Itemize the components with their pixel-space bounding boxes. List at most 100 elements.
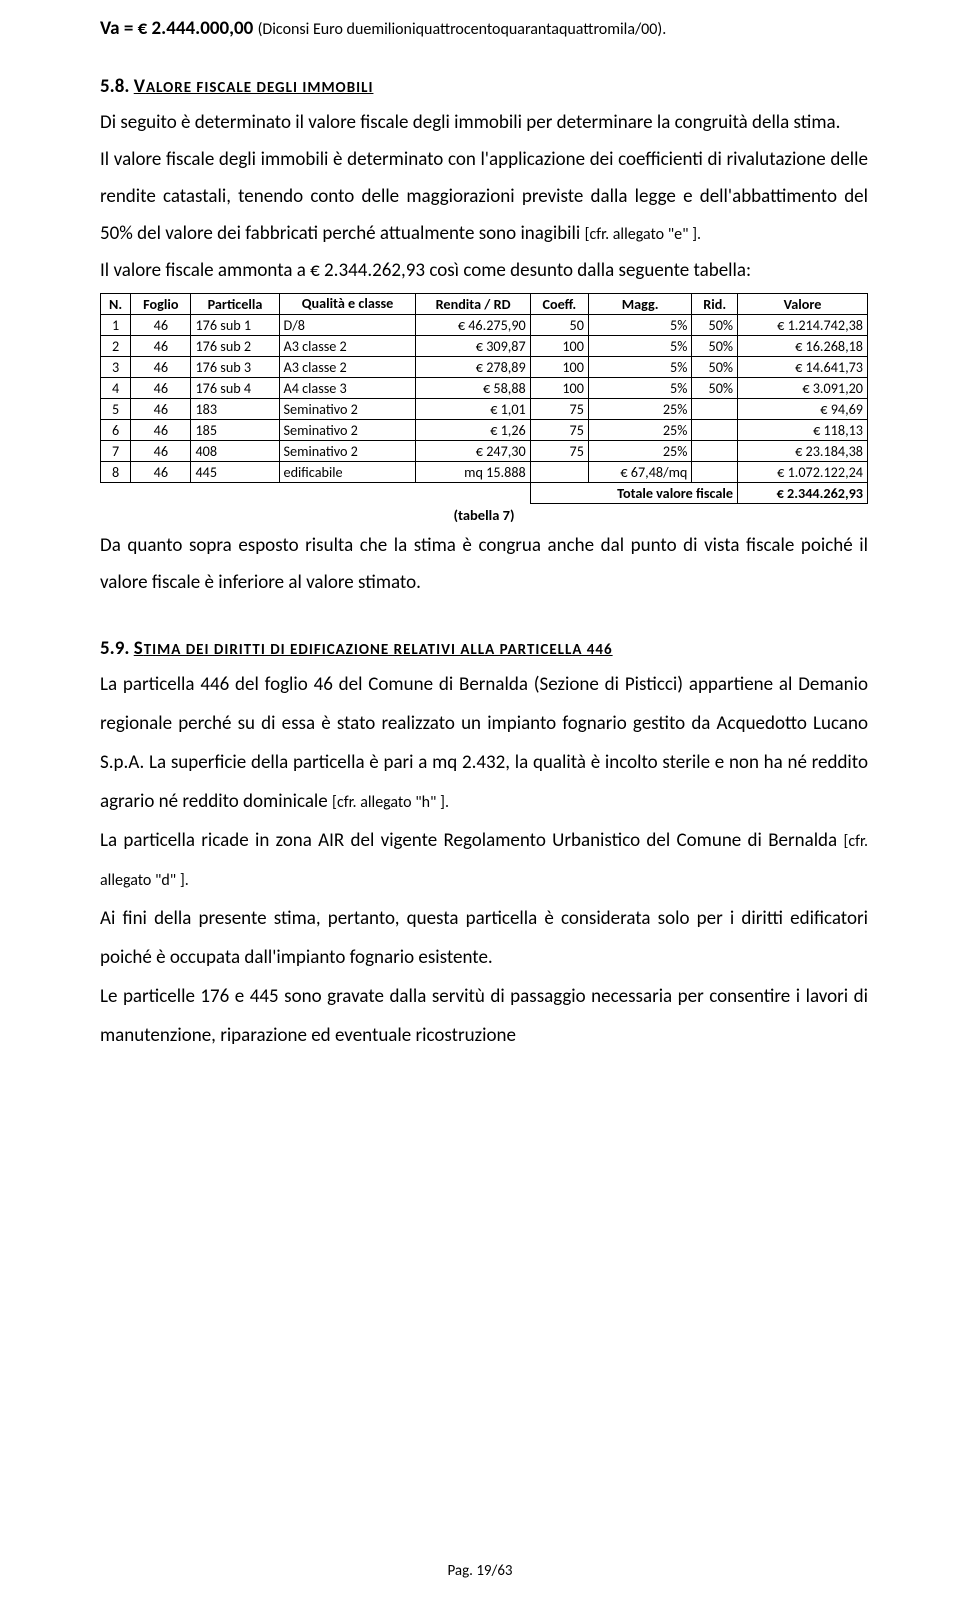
table-row: 346176 sub 3A3 classe 2€ 278,891005%50%€…	[101, 357, 868, 378]
th-rid: Rid.	[692, 294, 738, 315]
p6-note: [cfr. allegato "h" ].	[332, 793, 449, 812]
table-cell: 50%	[692, 315, 738, 336]
table-cell: mq 15.888	[416, 462, 530, 483]
table-cell: € 67,48/mq	[588, 462, 691, 483]
sec-num: 5.9.	[100, 637, 134, 660]
table-cell: 1	[101, 315, 131, 336]
section-5-9-header: 5.9. STIMA DEI DIRITTI DI EDIFICAZIONE R…	[100, 637, 868, 660]
table-cell: 2	[101, 336, 131, 357]
table-cell: 176 sub 1	[191, 315, 279, 336]
table-cell	[692, 399, 738, 420]
table-cell: A3 classe 2	[279, 357, 416, 378]
table-cell: 100	[530, 357, 588, 378]
table-caption: (tabella 7)	[100, 506, 868, 524]
table-cell: € 46.275,90	[416, 315, 530, 336]
table-cell	[530, 462, 588, 483]
table-cell: € 23.184,38	[738, 441, 868, 462]
table-cell: 183	[191, 399, 279, 420]
p6-text: La particella 446 del foglio 46 del Comu…	[100, 673, 868, 813]
sec-title-first: S	[134, 637, 144, 660]
table-row: 846445edificabilemq 15.888€ 67,48/mq€ 1.…	[101, 462, 868, 483]
table-cell: Seminativo 2	[279, 420, 416, 441]
p-intro-fiscale: Di seguito è determinato il valore fisca…	[100, 104, 868, 141]
va-value: Va = € 2.444.000,00	[100, 17, 258, 40]
table-cell: 445	[191, 462, 279, 483]
table-cell: 6	[101, 420, 131, 441]
table-cell: 100	[530, 336, 588, 357]
p-congrua: Da quanto sopra esposto risulta che la s…	[100, 527, 868, 601]
table-cell: D/8	[279, 315, 416, 336]
table-cell: € 247,30	[416, 441, 530, 462]
table-cell: 50%	[692, 357, 738, 378]
sec-num: 5.8.	[100, 75, 134, 98]
table-cell: 75	[530, 420, 588, 441]
table-cell: € 16.268,18	[738, 336, 868, 357]
table-cell: € 3.091,20	[738, 378, 868, 399]
table-cell: 46	[131, 378, 191, 399]
table-row: 246176 sub 2A3 classe 2€ 309,871005%50%€…	[101, 336, 868, 357]
table-cell: 46	[131, 399, 191, 420]
table-cell: € 118,13	[738, 420, 868, 441]
table-row: 746408Seminativo 2€ 247,307525%€ 23.184,…	[101, 441, 868, 462]
table-cell: 46	[131, 336, 191, 357]
p-diritti-edificatori: Ai fini della presente stima, pertanto, …	[100, 900, 868, 978]
th-magg: Magg.	[588, 294, 691, 315]
table-cell: 46	[131, 315, 191, 336]
p-valore-fiscale-ammonta: Il valore fiscale ammonta a € 2.344.262,…	[100, 252, 868, 289]
table-cell: 50%	[692, 336, 738, 357]
table-row: 646185Seminativo 2€ 1,267525%€ 118,13	[101, 420, 868, 441]
table-cell: 50%	[692, 378, 738, 399]
table-cell: 100	[530, 378, 588, 399]
table-cell: 176 sub 3	[191, 357, 279, 378]
table-row: 446176 sub 4A4 classe 3€ 58,881005%50%€ …	[101, 378, 868, 399]
table-row: 546183Seminativo 2€ 1,017525%€ 94,69	[101, 399, 868, 420]
table-cell: 3	[101, 357, 131, 378]
table-cell	[692, 420, 738, 441]
sec-title-rest: TIMA DEI DIRITTI DI EDIFICAZIONE RELATIV…	[144, 641, 613, 659]
table-cell: 50	[530, 315, 588, 336]
table-cell: 7	[101, 441, 131, 462]
p-particella-446: La particella 446 del foglio 46 del Comu…	[100, 666, 868, 822]
th-n: N.	[101, 294, 131, 315]
page-footer: Pag. 19/63	[0, 1562, 960, 1580]
p7-text: La particella ricade in zona AIR del vig…	[100, 829, 843, 852]
table-cell: Seminativo 2	[279, 441, 416, 462]
table-cell	[692, 441, 738, 462]
table-cell: € 278,89	[416, 357, 530, 378]
table-total-row: Totale valore fiscale€ 2.344.262,93	[101, 483, 868, 504]
table-cell: € 14.641,73	[738, 357, 868, 378]
sec-title-rest: ALORE FISCALE DEGLI IMMOBILI	[146, 79, 373, 97]
table-cell: € 58,88	[416, 378, 530, 399]
table-cell: 5%	[588, 357, 691, 378]
th-qualita: Qualità e classe	[279, 294, 416, 315]
section-5-8-header: 5.8. VALORE FISCALE DEGLI IMMOBILI	[100, 75, 868, 98]
table-cell: A4 classe 3	[279, 378, 416, 399]
table-cell: Seminativo 2	[279, 399, 416, 420]
sec-title-first: V	[134, 75, 146, 98]
total-value: € 2.344.262,93	[738, 483, 868, 504]
table-cell: € 1,26	[416, 420, 530, 441]
table-cell: 25%	[588, 420, 691, 441]
table-header-row: N. Foglio Particella Qualità e classe Re…	[101, 294, 868, 315]
table-cell: 46	[131, 462, 191, 483]
table-cell: 25%	[588, 399, 691, 420]
p-zona-air: La particella ricade in zona AIR del vig…	[100, 822, 868, 900]
fiscale-table: N. Foglio Particella Qualità e classe Re…	[100, 293, 868, 504]
va-words: (Diconsi Euro duemilioniquattrocentoquar…	[258, 20, 667, 39]
th-rendita: Rendita / RD	[416, 294, 530, 315]
table-cell: 75	[530, 399, 588, 420]
table-cell	[692, 462, 738, 483]
table-cell: 46	[131, 441, 191, 462]
p3-text: Il valore fiscale degli immobili è deter…	[100, 148, 868, 245]
table-row: 146176 sub 1D/8€ 46.275,90505%50%€ 1.214…	[101, 315, 868, 336]
table-cell: A3 classe 2	[279, 336, 416, 357]
table-cell: € 94,69	[738, 399, 868, 420]
table-cell: 185	[191, 420, 279, 441]
table-cell: € 1,01	[416, 399, 530, 420]
table-cell: 8	[101, 462, 131, 483]
p3-note: [cfr. allegato "e" ].	[585, 225, 702, 244]
table-cell: € 1.072.122,24	[738, 462, 868, 483]
table-cell: 5%	[588, 315, 691, 336]
table-cell: € 309,87	[416, 336, 530, 357]
table-cell: 75	[530, 441, 588, 462]
